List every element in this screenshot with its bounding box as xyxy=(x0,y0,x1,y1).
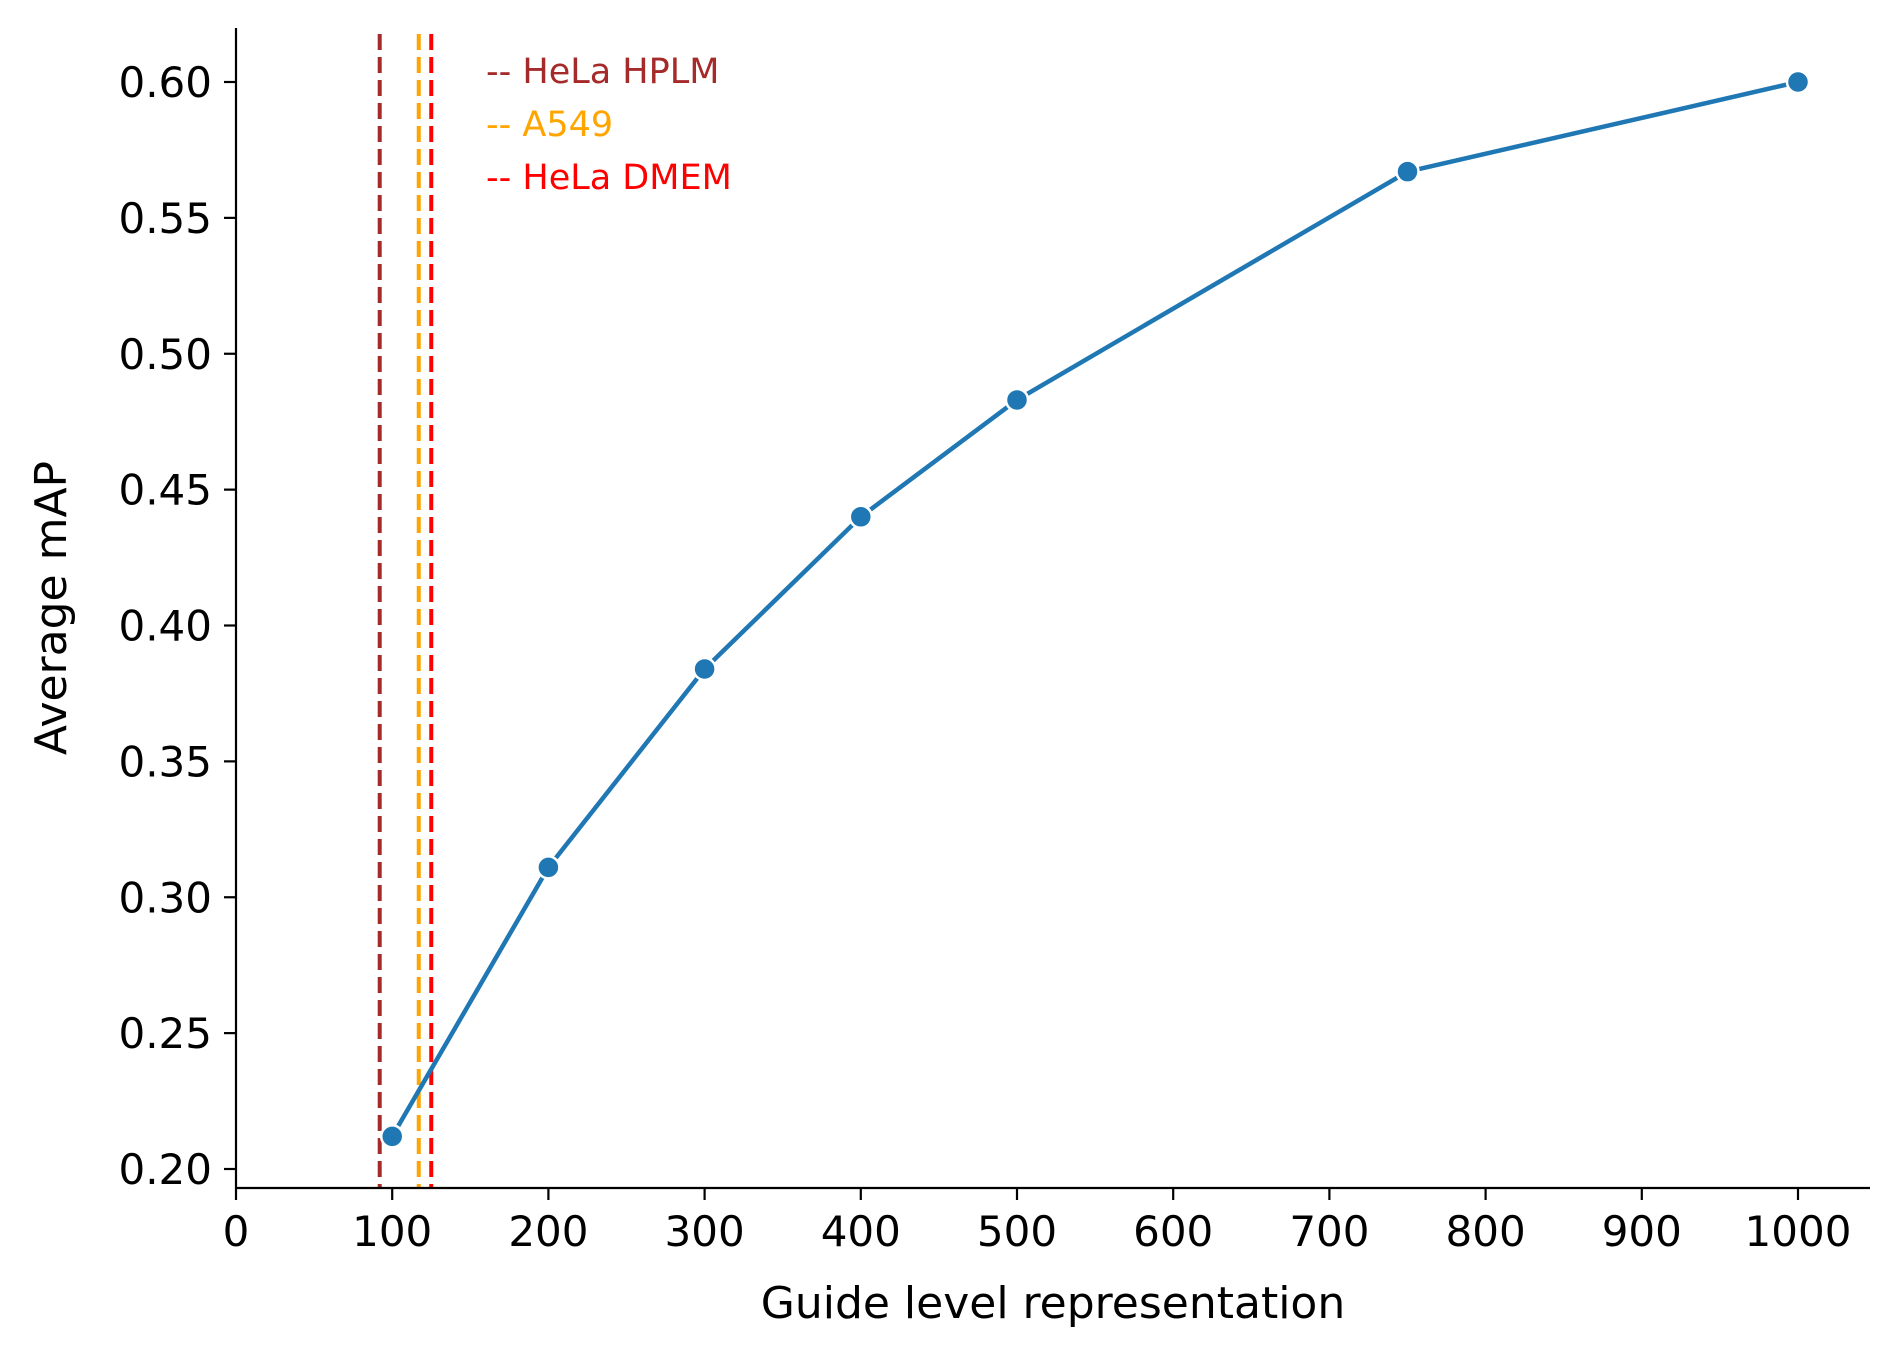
data-point xyxy=(379,1124,405,1149)
data-series xyxy=(379,69,1811,1149)
series-line xyxy=(390,79,1799,1138)
data-point xyxy=(1395,159,1420,184)
y-tick-label: 0.35 xyxy=(118,737,212,786)
data-point xyxy=(1004,387,1030,413)
reference-annotations: -- HeLa HPLM -- A549 -- HeLa DMEM xyxy=(486,52,732,198)
x-tick-label: 300 xyxy=(665,1207,745,1256)
x-tick-label: 0 xyxy=(223,1207,250,1256)
y-tick-label: 0.60 xyxy=(118,58,212,107)
x-axis-title: Guide level representation xyxy=(761,1278,1346,1329)
y-ticks: 0.20 0.25 0.30 0.35 0.40 0.45 0.50 0.55 0.60 xyxy=(118,58,236,1194)
y-tick-label: 0.30 xyxy=(118,873,212,922)
y-tick-label: 0.20 xyxy=(118,1145,212,1194)
data-point xyxy=(692,656,717,682)
x-tick-label: 500 xyxy=(977,1207,1057,1256)
y-tick-label: 0.55 xyxy=(118,194,212,243)
reference-label-2: -- HeLa DMEM xyxy=(486,158,732,198)
x-tick-label: 200 xyxy=(508,1207,588,1256)
data-point xyxy=(536,855,561,880)
reference-label-0: -- HeLa HPLM xyxy=(486,52,719,92)
x-ticks: 0 100 200 300 400 500 600 700 800 900 1000 xyxy=(223,1188,1852,1256)
y-tick-label: 0.45 xyxy=(118,466,212,515)
x-tick-label: 400 xyxy=(821,1207,901,1256)
axes xyxy=(234,28,1870,1190)
x-tick-label: 600 xyxy=(1133,1207,1213,1256)
x-tick-label: 100 xyxy=(352,1207,432,1256)
data-point xyxy=(1785,69,1811,95)
x-tick-label: 800 xyxy=(1446,1207,1526,1256)
y-tick-label: 0.40 xyxy=(118,602,212,651)
x-tick-label: 700 xyxy=(1289,1207,1369,1256)
x-tick-label: 1000 xyxy=(1745,1207,1852,1256)
y-tick-label: 0.50 xyxy=(118,330,212,379)
y-axis-title: Average mAP xyxy=(26,461,77,755)
y-tick-label: 0.25 xyxy=(118,1009,212,1058)
x-tick-label: 900 xyxy=(1602,1207,1682,1256)
reference-label-1: -- A549 xyxy=(486,105,613,145)
data-point xyxy=(848,504,874,530)
reference-lines xyxy=(377,34,434,1188)
